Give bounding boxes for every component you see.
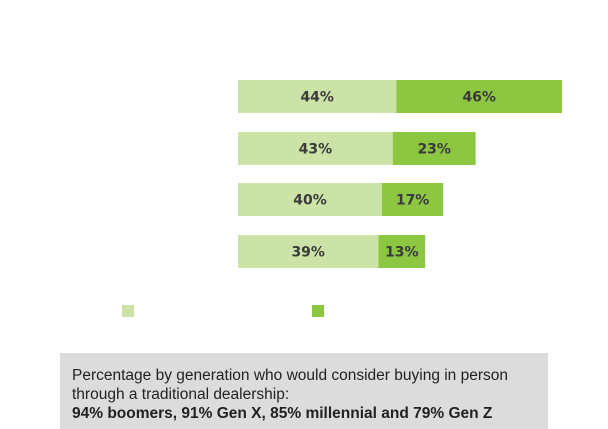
bar-value-label: 46%: [462, 90, 496, 106]
bar-value-label: 23%: [417, 142, 451, 158]
legend-swatch-dark: [312, 305, 324, 317]
bar-value-label: 17%: [396, 193, 430, 209]
bar-value-label: 13%: [385, 245, 419, 261]
caption-line-1: Percentage by generation who would consi…: [72, 367, 509, 384]
bar-segment-dark: [392, 132, 476, 165]
caption-line-3: 94% boomers, 91% Gen X, 85% millennial a…: [72, 405, 493, 422]
bar-segment-light: [238, 235, 379, 268]
bar-value-label: 43%: [299, 142, 333, 158]
legend-swatch-light: [122, 305, 134, 317]
bar-segment-dark: [396, 80, 562, 113]
caption-line-2: through a traditional dealership:: [72, 386, 290, 403]
bar-segment-light: [238, 183, 382, 216]
bar-value-label: 44%: [300, 90, 334, 106]
bar-segment-light: [238, 132, 393, 165]
bar-segment-light: [238, 80, 397, 113]
bar-segment-dark: [378, 235, 426, 268]
stacked-bar-chart: 44% 46% 43% 23% 40% 17% 39% 13%: [238, 80, 562, 268]
bar-value-label: 39%: [291, 245, 325, 261]
caption-box: Percentage by generation who would consi…: [60, 353, 548, 429]
bar-value-label: 40%: [293, 193, 327, 209]
bar-segment-dark: [382, 183, 444, 216]
